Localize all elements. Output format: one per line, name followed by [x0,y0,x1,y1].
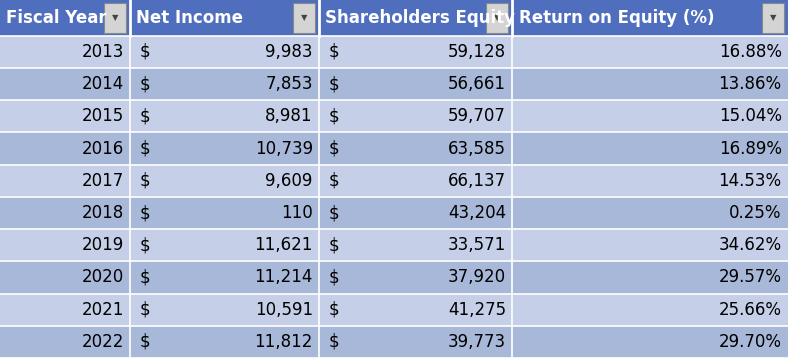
Text: Net Income: Net Income [136,9,243,27]
Text: 63,585: 63,585 [448,140,506,158]
Text: 29.70%: 29.70% [719,333,782,351]
Text: $: $ [139,172,150,190]
FancyBboxPatch shape [486,3,508,33]
Text: Return on Equity (%): Return on Equity (%) [519,9,714,27]
Text: 0.25%: 0.25% [729,204,782,222]
Bar [0,36,788,68]
Text: 2013: 2013 [81,43,124,61]
FancyBboxPatch shape [762,3,784,33]
Bar [0,132,788,165]
Text: 13.86%: 13.86% [719,75,782,93]
Text: $: $ [329,333,339,351]
Bar [0,0,788,36]
Text: 29.57%: 29.57% [719,268,782,286]
Text: $: $ [329,43,339,61]
Text: 2019: 2019 [81,236,124,254]
Text: $: $ [139,43,150,61]
FancyBboxPatch shape [293,3,315,33]
Text: $: $ [139,204,150,222]
Text: $: $ [139,140,150,158]
Text: $: $ [329,236,339,254]
Text: 2017: 2017 [81,172,124,190]
Text: 8,981: 8,981 [266,107,313,125]
Text: 25.66%: 25.66% [719,301,782,319]
Text: $: $ [139,107,150,125]
Text: ▼: ▼ [770,13,776,23]
Text: $: $ [139,301,150,319]
Text: $: $ [139,268,150,286]
Text: 33,571: 33,571 [448,236,506,254]
Text: 56,661: 56,661 [448,75,506,93]
Bar [0,68,788,100]
Text: 66,137: 66,137 [448,172,506,190]
Text: $: $ [329,172,339,190]
Text: 2020: 2020 [81,268,124,286]
Bar [0,294,788,326]
Text: 2018: 2018 [81,204,124,222]
Text: 9,983: 9,983 [266,43,313,61]
Text: 41,275: 41,275 [448,301,506,319]
Text: ▼: ▼ [301,13,307,23]
Bar [0,261,788,294]
Text: 16.89%: 16.89% [719,140,782,158]
Text: $: $ [329,268,339,286]
Text: Shareholders Equity: Shareholders Equity [325,9,515,27]
Text: $: $ [139,236,150,254]
Text: Fiscal Year: Fiscal Year [6,9,107,27]
Text: $: $ [139,333,150,351]
Text: 16.88%: 16.88% [719,43,782,61]
Text: $: $ [329,140,339,158]
Bar [0,326,788,358]
Text: $: $ [329,75,339,93]
Text: $: $ [329,301,339,319]
Text: 59,128: 59,128 [448,43,506,61]
Text: 10,591: 10,591 [255,301,313,319]
Text: 2014: 2014 [81,75,124,93]
Bar [0,165,788,197]
Text: 11,621: 11,621 [255,236,313,254]
Text: ▼: ▼ [112,13,118,23]
Text: 39,773: 39,773 [448,333,506,351]
Text: 34.62%: 34.62% [719,236,782,254]
Text: 14.53%: 14.53% [719,172,782,190]
Text: 9,609: 9,609 [266,172,313,190]
Text: 11,812: 11,812 [255,333,313,351]
Text: 59,707: 59,707 [448,107,506,125]
Bar [0,197,788,229]
Text: ▼: ▼ [494,13,500,23]
Text: 37,920: 37,920 [448,268,506,286]
Text: 10,739: 10,739 [255,140,313,158]
Text: 15.04%: 15.04% [719,107,782,125]
Text: 2021: 2021 [81,301,124,319]
Text: $: $ [329,204,339,222]
Text: 43,204: 43,204 [448,204,506,222]
Text: 11,214: 11,214 [255,268,313,286]
Text: 2016: 2016 [81,140,124,158]
FancyBboxPatch shape [104,3,126,33]
Text: $: $ [329,107,339,125]
Text: 7,853: 7,853 [266,75,313,93]
Text: 110: 110 [281,204,313,222]
Text: $: $ [139,75,150,93]
Bar [0,229,788,261]
Text: 2015: 2015 [81,107,124,125]
Text: 2022: 2022 [81,333,124,351]
Bar [0,100,788,132]
